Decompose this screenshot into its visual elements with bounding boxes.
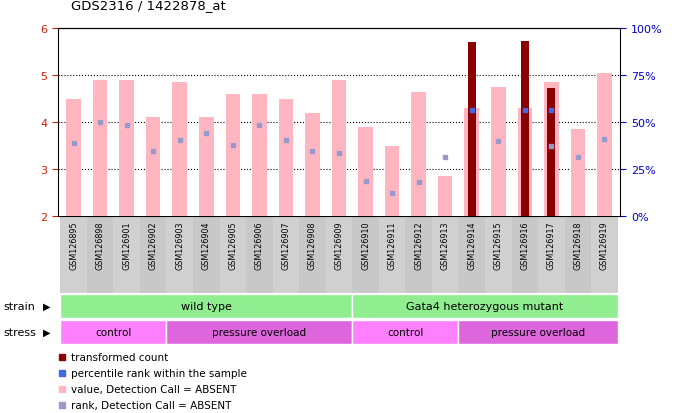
Text: stress: stress: [3, 327, 36, 337]
Bar: [491, 88, 506, 217]
Bar: [167, 217, 193, 293]
Bar: [66, 100, 81, 217]
Bar: [140, 217, 167, 293]
Text: GSM126915: GSM126915: [494, 221, 503, 269]
Bar: [432, 217, 458, 293]
Text: GSM126913: GSM126913: [441, 221, 450, 269]
Bar: [458, 320, 618, 344]
Bar: [438, 177, 452, 217]
Text: GSM126916: GSM126916: [520, 221, 530, 269]
Text: control: control: [387, 327, 424, 337]
Text: GSM126901: GSM126901: [122, 221, 131, 269]
Bar: [193, 217, 220, 293]
Text: pressure overload: pressure overload: [491, 327, 585, 337]
Bar: [226, 95, 240, 217]
Bar: [332, 81, 346, 217]
Bar: [538, 217, 565, 293]
Text: GSM126917: GSM126917: [547, 221, 556, 269]
Bar: [597, 74, 612, 217]
Text: rank, Detection Call = ABSENT: rank, Detection Call = ABSENT: [71, 400, 232, 410]
Bar: [547, 89, 555, 217]
Bar: [521, 42, 529, 217]
Bar: [353, 294, 618, 318]
Bar: [468, 43, 476, 217]
Bar: [199, 118, 214, 217]
Text: GSM126914: GSM126914: [467, 221, 476, 269]
Text: GSM126918: GSM126918: [574, 221, 582, 269]
Bar: [511, 217, 538, 293]
Bar: [412, 93, 426, 217]
Bar: [60, 217, 87, 293]
Text: GDS2316 / 1422878_at: GDS2316 / 1422878_at: [71, 0, 226, 12]
Bar: [353, 217, 379, 293]
Text: GSM126912: GSM126912: [414, 221, 423, 269]
Bar: [113, 217, 140, 293]
Bar: [119, 81, 134, 217]
Bar: [485, 217, 511, 293]
Bar: [591, 217, 618, 293]
Text: GSM126895: GSM126895: [69, 221, 78, 269]
Text: pressure overload: pressure overload: [212, 327, 306, 337]
Bar: [299, 217, 325, 293]
Bar: [458, 217, 485, 293]
Bar: [279, 100, 293, 217]
Text: GSM126898: GSM126898: [96, 221, 104, 269]
Text: GSM126919: GSM126919: [600, 221, 609, 269]
Text: GSM126907: GSM126907: [281, 221, 290, 269]
Bar: [544, 83, 559, 217]
Bar: [60, 294, 353, 318]
Text: ▶: ▶: [43, 301, 51, 311]
Text: GSM126908: GSM126908: [308, 221, 317, 269]
Bar: [565, 217, 591, 293]
Text: GSM126906: GSM126906: [255, 221, 264, 269]
Bar: [571, 130, 585, 217]
Text: ▶: ▶: [43, 327, 51, 337]
Bar: [385, 146, 399, 217]
Bar: [246, 217, 273, 293]
Bar: [464, 109, 479, 217]
Bar: [146, 118, 161, 217]
Text: control: control: [95, 327, 132, 337]
Text: GSM126904: GSM126904: [202, 221, 211, 269]
Text: GSM126903: GSM126903: [175, 221, 184, 269]
Bar: [273, 217, 299, 293]
Text: GSM126909: GSM126909: [334, 221, 344, 269]
Text: Gata4 heterozygous mutant: Gata4 heterozygous mutant: [406, 301, 563, 311]
Bar: [405, 217, 432, 293]
Bar: [220, 217, 246, 293]
Bar: [172, 83, 187, 217]
Bar: [379, 217, 405, 293]
Bar: [252, 95, 266, 217]
Bar: [60, 320, 167, 344]
Bar: [517, 109, 532, 217]
Bar: [93, 81, 107, 217]
Bar: [305, 114, 320, 217]
Text: GSM126905: GSM126905: [228, 221, 237, 269]
Bar: [167, 320, 353, 344]
Text: GSM126910: GSM126910: [361, 221, 370, 269]
Text: percentile rank within the sample: percentile rank within the sample: [71, 368, 247, 378]
Bar: [353, 320, 458, 344]
Text: wild type: wild type: [181, 301, 232, 311]
Text: value, Detection Call = ABSENT: value, Detection Call = ABSENT: [71, 384, 237, 394]
Text: transformed count: transformed count: [71, 352, 169, 362]
Bar: [358, 128, 373, 217]
Text: strain: strain: [3, 301, 35, 311]
Bar: [87, 217, 113, 293]
Text: GSM126902: GSM126902: [148, 221, 158, 269]
Text: GSM126911: GSM126911: [388, 221, 397, 269]
Bar: [325, 217, 353, 293]
